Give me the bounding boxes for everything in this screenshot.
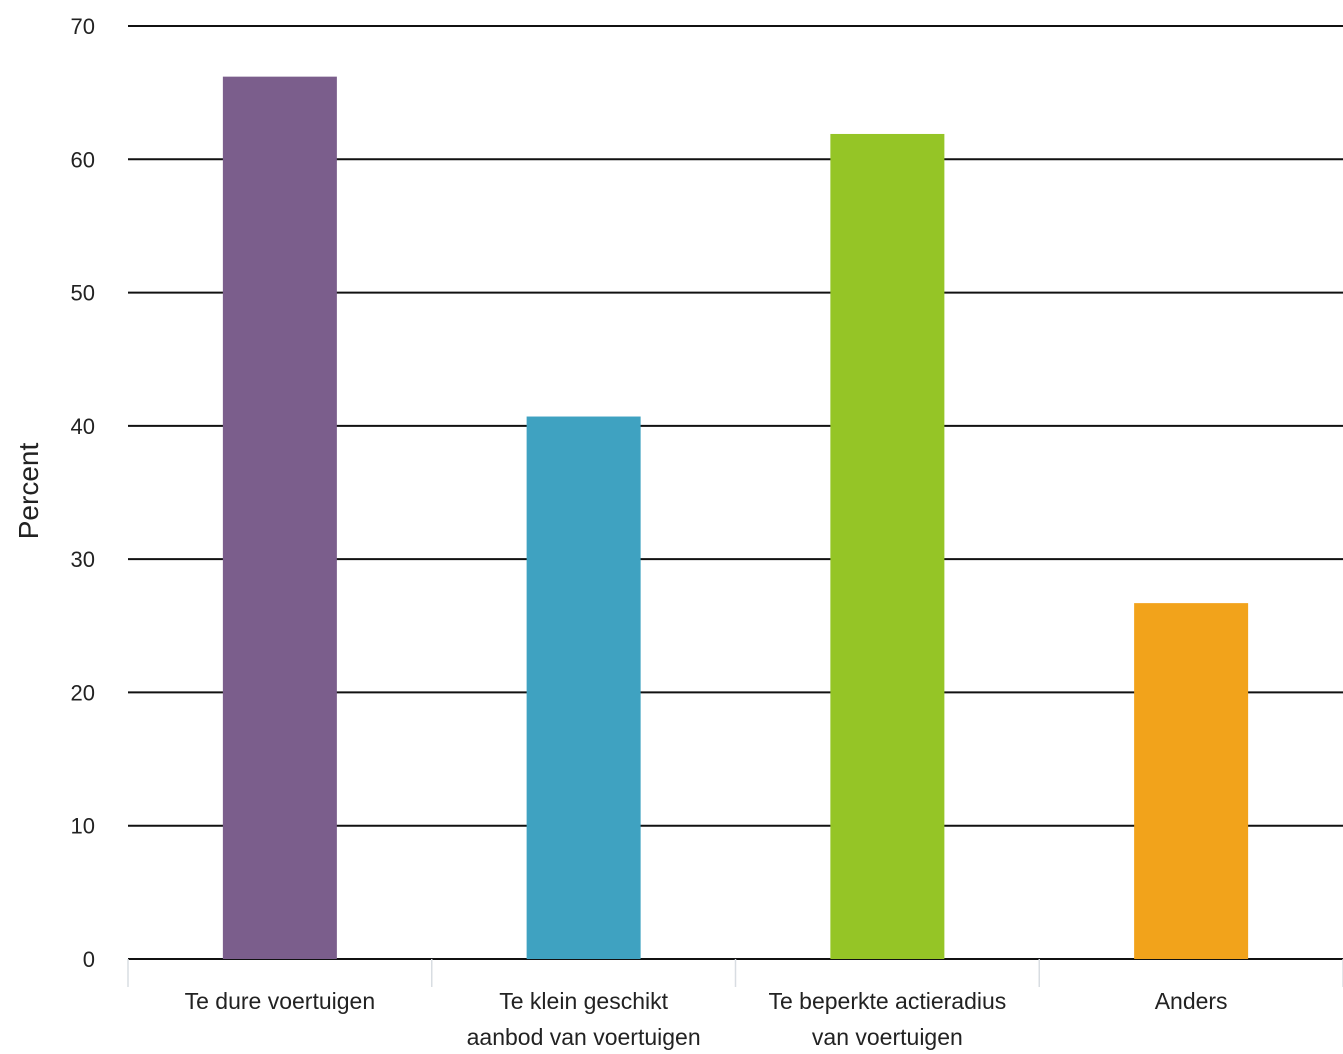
y-tick-label: 20 — [71, 680, 95, 705]
y-tick-label: 50 — [71, 281, 95, 306]
x-category-label: aanbod van voertuigen — [467, 1024, 701, 1050]
y-tick-label: 40 — [71, 414, 95, 439]
y-tick-label: 30 — [71, 547, 95, 572]
y-axis-tick-labels: 0 10 20 30 40 50 60 70 — [71, 14, 95, 972]
y-tick-label: 60 — [71, 147, 95, 172]
bar — [222, 76, 337, 960]
x-category-label: Anders — [1155, 988, 1228, 1014]
bar — [1134, 603, 1249, 959]
x-category-label: Te dure voertuigen — [185, 988, 376, 1014]
bar — [830, 133, 945, 959]
x-category-label: van voertuigen — [812, 1024, 963, 1050]
y-tick-label: 0 — [83, 947, 95, 972]
y-axis-title: Percent — [13, 443, 44, 540]
x-category-label: Te beperkte actieradius — [768, 988, 1006, 1014]
x-axis — [127, 959, 1343, 987]
y-tick-label: 70 — [71, 14, 95, 39]
y-tick-label: 10 — [71, 814, 95, 839]
bars — [222, 76, 1249, 960]
x-category-label: Te klein geschikt — [499, 988, 668, 1014]
bar — [526, 416, 641, 960]
x-axis-category-labels: Te dure voertuigen Te klein geschikt aanbo… — [185, 988, 1228, 1050]
